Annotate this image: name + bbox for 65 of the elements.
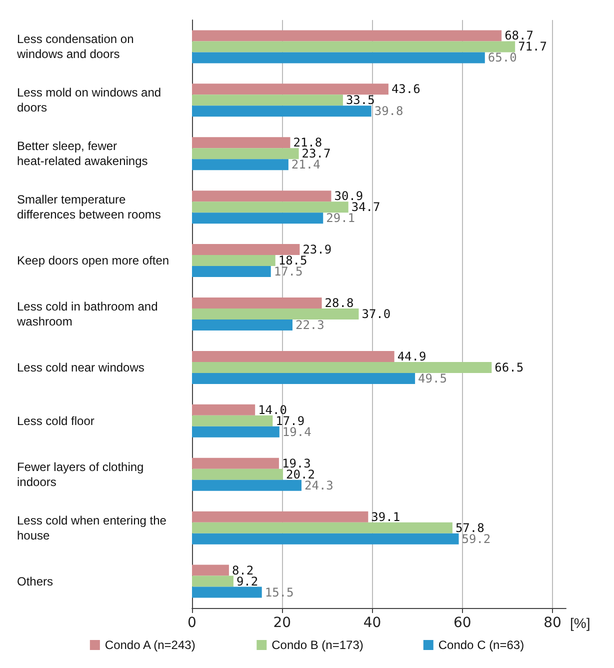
y-tick-label: Others: [17, 574, 54, 588]
bar: [192, 298, 322, 308]
y-tick-label: Less cold near windows: [17, 360, 144, 374]
x-tick-label: 40: [363, 615, 382, 631]
y-tick-label: Less cold when entering the house: [17, 513, 170, 542]
bar: [192, 190, 332, 202]
data-label: 43.6: [391, 82, 420, 96]
y-tick-label: Less condensation on windows and doors: [16, 32, 138, 62]
data-label: 15.5: [264, 585, 294, 600]
bar: [192, 106, 372, 117]
bar: [192, 94, 343, 106]
bar: [192, 137, 290, 148]
data-label: 39.1: [371, 510, 400, 524]
bar: [192, 468, 284, 480]
bar: [192, 30, 502, 42]
bar: [192, 362, 492, 373]
x-axis-title: [%]: [570, 615, 590, 631]
bar: [192, 415, 273, 426]
bar: [192, 266, 271, 278]
bar: [192, 404, 256, 416]
x-tick-label: 60: [453, 615, 472, 631]
x-tick-label: 20: [273, 615, 292, 631]
bar: [192, 52, 485, 64]
x-tick-label: 80: [544, 615, 562, 631]
y-tick-label: Less mold on windows and doors: [17, 86, 164, 115]
y-tick-label: Better sleep, fewer heat-related awakenings: [17, 139, 148, 168]
bar: [192, 458, 279, 469]
bar: [192, 426, 280, 438]
x-tick-label: 0: [188, 615, 196, 631]
legend-label: Condo C (n=63): [438, 638, 524, 652]
bar: [192, 350, 394, 362]
bar: [192, 41, 516, 52]
data-label: 33.5: [346, 93, 375, 108]
data-label: 49.5: [418, 371, 447, 386]
data-label: 37.0: [362, 307, 391, 321]
bar: [192, 533, 459, 544]
legend-label: Condo B (n=173): [272, 638, 364, 652]
bar: [192, 480, 302, 491]
legend-label: Condo A (n=243): [104, 638, 196, 652]
y-tick-label: Less cold in bathroom and washroom: [16, 300, 162, 328]
bar: [192, 586, 262, 598]
bar: [192, 255, 276, 266]
bar: [192, 564, 229, 576]
bar: [192, 212, 324, 224]
data-label: 66.5: [494, 360, 524, 374]
bar: [192, 308, 359, 320]
bar: [192, 84, 388, 95]
bar: [192, 511, 368, 522]
data-label: 22.3: [295, 318, 324, 332]
data-label: 39.8: [374, 104, 404, 118]
bar: [192, 522, 452, 534]
data-label: 28.8: [324, 296, 354, 310]
bar: [192, 372, 416, 384]
data-label: 65.0: [488, 50, 517, 65]
bar: [192, 576, 234, 587]
bar: [192, 202, 348, 213]
y-tick-label: Fewer layers of clothing indoors: [17, 460, 148, 489]
y-tick-label: Less cold floor: [17, 414, 94, 428]
bar: [192, 244, 300, 256]
y-tick-label: Keep doors open more often: [17, 254, 170, 268]
bar: [192, 159, 288, 170]
bar: [192, 320, 292, 330]
data-label: 44.9: [397, 349, 426, 364]
y-tick-label: Smaller temperature differences between rooms: [17, 192, 161, 222]
bar: [192, 148, 299, 160]
